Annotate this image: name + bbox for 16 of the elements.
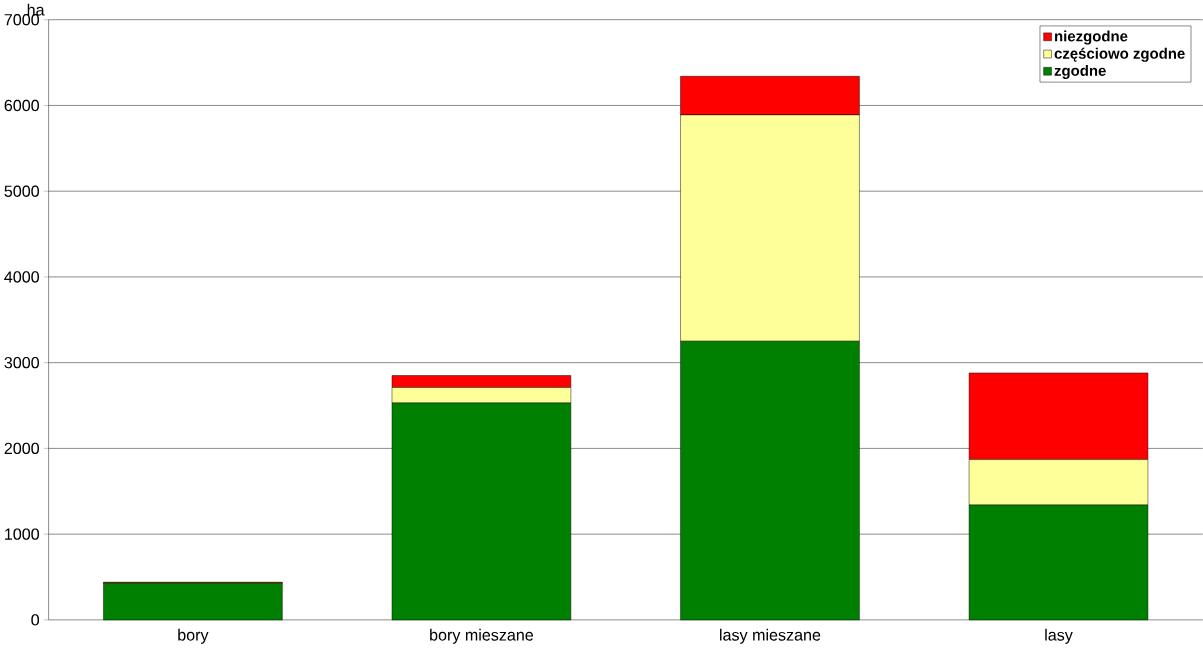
y-tick-label: 6000 (4, 99, 40, 112)
y-tick-label: 7000 (4, 14, 40, 26)
legend-label: niezgodne (1055, 30, 1128, 45)
y-axis-title: ha (27, 3, 45, 16)
legend-label: zgodne (1054, 65, 1106, 80)
y-tick-label: 0 (31, 614, 40, 626)
y-tick-label: 1000 (5, 528, 40, 540)
y-tick-label: 3000 (4, 357, 40, 369)
x-tick-label: lasy (1045, 629, 1073, 645)
y-tick-label: 4000 (4, 271, 40, 283)
legend-label: częściowo zgodne (1054, 47, 1185, 62)
y-tick-label: 2000 (4, 442, 40, 455)
x-tick-label: bory mieszane (430, 629, 534, 645)
x-tick-label: bory (178, 629, 209, 645)
y-tick-label: 5000 (4, 185, 40, 198)
x-tick-label: lasy mieszane (720, 629, 821, 645)
